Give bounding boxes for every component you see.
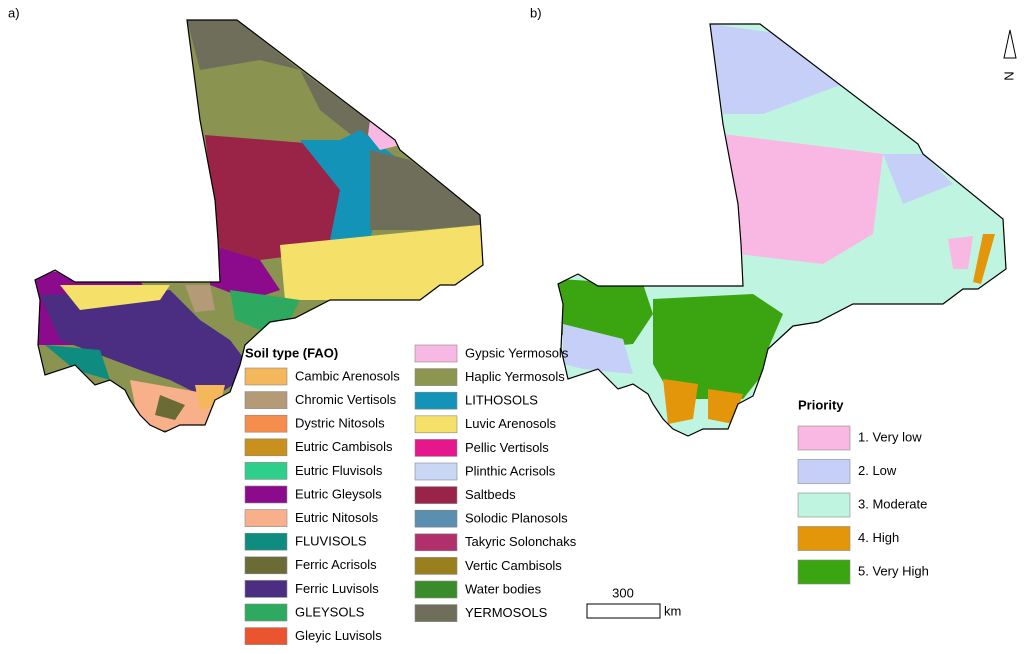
legend-label: Luvic Arenosols	[465, 416, 557, 431]
legend-label: Gypsic Yermosols	[465, 345, 569, 360]
legend-label: Eutric Nitosols	[295, 510, 379, 525]
priority-legend-title: Priority	[798, 397, 844, 412]
north-arrow: N	[1001, 29, 1017, 81]
soil-map	[34, 19, 484, 433]
legend-label: 3. Moderate	[858, 496, 927, 511]
legend-swatch	[414, 391, 458, 410]
legend-label: Takyric Solonchaks	[465, 534, 577, 549]
legend-label: LITHOSOLS	[465, 393, 538, 408]
scale-distance: 300	[612, 585, 634, 600]
legend-label: Ferric Acrisols	[295, 557, 377, 572]
legend-label: 4. High	[858, 530, 899, 545]
legend-label: YERMOSOLS	[465, 605, 548, 620]
legend-swatch	[244, 438, 288, 457]
legend-swatch	[797, 492, 851, 518]
legend-label: Solodic Planosols	[465, 511, 568, 526]
legend-label: GLEYSOLS	[295, 604, 365, 619]
legend-swatch	[414, 533, 458, 552]
legend-label: Ferric Luvisols	[295, 581, 379, 596]
legend-swatch	[244, 485, 288, 504]
legend-label: Vertic Cambisols	[465, 558, 562, 573]
legend-label: Eutric Gleysols	[295, 486, 382, 501]
legend-swatch	[414, 439, 458, 457]
legend-swatch	[244, 462, 288, 480]
legend-swatch	[244, 509, 288, 527]
legend-label: Water bodies	[465, 581, 542, 596]
legend-label: 5. Very High	[858, 563, 929, 578]
scale-unit: km	[664, 603, 681, 618]
legend-label: Eutric Cambisols	[295, 439, 393, 454]
legend-swatch	[797, 526, 851, 551]
legends: Cambic Arenosols Chromic Vertisols Dystric…	[244, 344, 929, 645]
legend-swatch	[244, 414, 288, 433]
legend-swatch	[797, 559, 851, 585]
legend-label: Haplic Yermosols	[465, 369, 565, 384]
legend-swatch	[244, 603, 288, 622]
legend-label: Chromic Vertisols	[295, 392, 397, 407]
panel-label: b)	[530, 5, 542, 20]
legend-swatch	[414, 557, 458, 575]
legend-swatch	[414, 509, 458, 528]
legend-label: Cambic Arenosols	[295, 368, 400, 383]
legend-label: Eutric Fluvisols	[295, 463, 383, 478]
legend-swatch	[414, 580, 458, 599]
legend-swatch	[244, 367, 288, 386]
legend-label: 2. Low	[858, 463, 897, 478]
legend-swatch	[244, 391, 288, 409]
legend-swatch	[414, 486, 458, 504]
soil-legend-title: Soil type (FAO)	[245, 345, 338, 360]
legend-swatch	[414, 604, 458, 622]
legend-swatch	[797, 459, 851, 484]
legend-swatch	[414, 344, 458, 363]
legend-swatch	[414, 415, 458, 434]
legend-swatch	[244, 580, 288, 598]
legend-label: 1. Very low	[858, 429, 922, 444]
north-label: N	[1001, 71, 1016, 80]
legend-label: Plinthic Acrisols	[465, 463, 556, 478]
legend-label: Gleyic Luvisols	[295, 628, 382, 643]
legend-label: Saltbeds	[465, 487, 516, 502]
legend-swatch	[244, 556, 288, 575]
priority-map	[557, 23, 1007, 437]
scale-bar	[586, 603, 661, 619]
legend-swatch	[244, 532, 288, 551]
legend-label: FLUVISOLS	[295, 534, 367, 549]
legend-label: Dystric Nitosols	[295, 416, 385, 431]
legend-swatch	[414, 462, 458, 481]
legend-label: Pellic Vertisols	[465, 440, 549, 455]
legend-swatch	[244, 627, 288, 645]
legend-swatch	[414, 368, 458, 386]
panel-label: a)	[8, 5, 20, 20]
legend-swatch	[797, 425, 851, 451]
